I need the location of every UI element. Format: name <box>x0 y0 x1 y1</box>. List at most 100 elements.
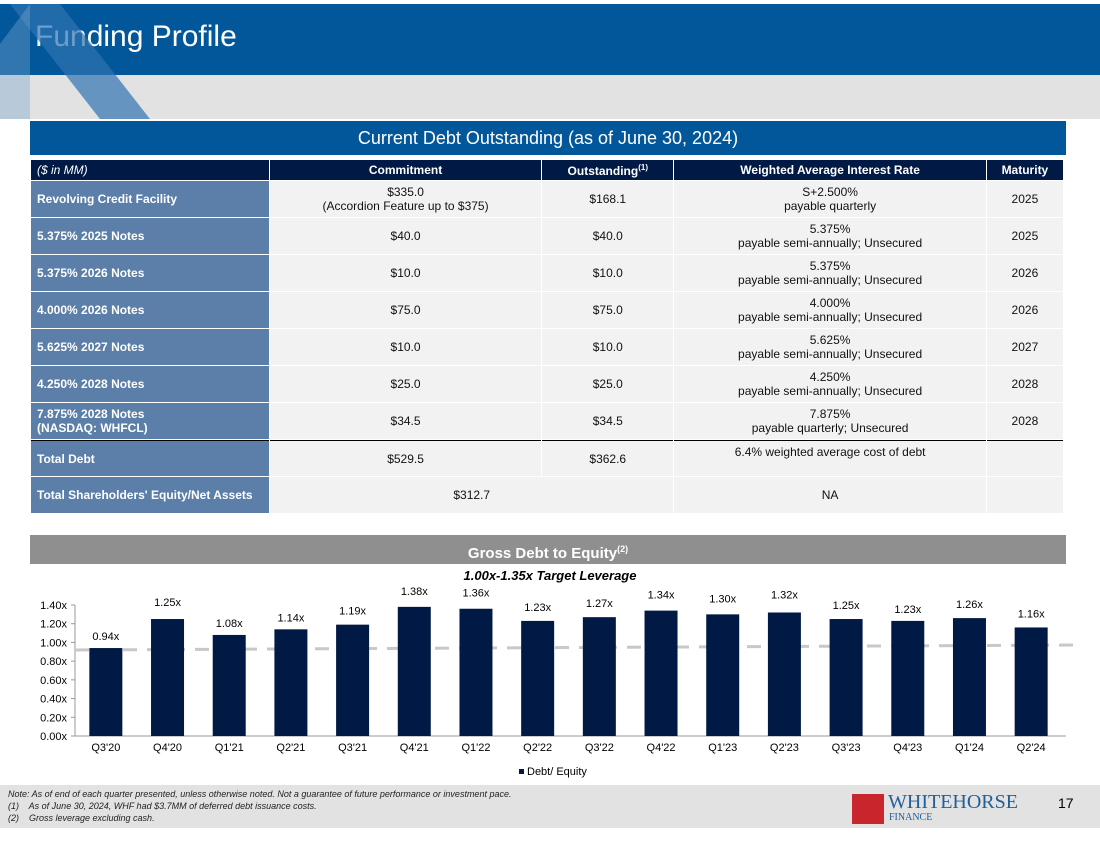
col-units: ($ in MM) <box>31 160 269 180</box>
bar <box>952 618 986 736</box>
data-label: 1.23x <box>894 604 921 616</box>
y-tick-label: 0.00x <box>40 731 67 743</box>
whitehorse-logo: WHITEHORSE FINANCE <box>852 792 1042 824</box>
footer-note: Note: As of end of each quarter presente… <box>8 789 512 799</box>
chart-title-footnote: (2) <box>617 544 629 554</box>
commitment-cell: $335.0 (Accordion Feature up to $375) <box>270 181 542 217</box>
maturity-cell: 2027 <box>986 329 1063 365</box>
data-label: 1.23x <box>524 602 551 614</box>
rate-cell: S+2.500% payable quarterly <box>674 181 986 217</box>
x-tick-label: Q4'20 <box>153 742 182 754</box>
row-label-text: 7.875% 2028 Notes <box>37 407 145 421</box>
legend-label: Debt/ Equity <box>527 766 587 778</box>
y-tick-label: 0.20x <box>40 712 67 724</box>
page-number: 17 <box>1058 795 1074 811</box>
bar <box>706 614 740 736</box>
bar <box>829 619 863 736</box>
footnote-2: (2) Gross leverage excluding cash. <box>8 813 155 823</box>
decorative-chevron <box>0 4 150 119</box>
data-label: 1.25x <box>833 600 860 612</box>
commitment-value: $75.0 <box>390 303 421 317</box>
row-label-text: 4.000% 2026 Notes <box>37 303 145 317</box>
rate-cell: 5.375% payable semi-annually; Unsecured <box>674 255 986 291</box>
x-tick-label: Q3'23 <box>832 742 861 754</box>
commitment-value: $34.5 <box>390 414 421 428</box>
commitment-note: (Accordion Feature up to $375) <box>322 199 489 213</box>
row-label-text: Revolving Credit Facility <box>37 192 178 206</box>
rate-cell: 5.625% payable semi-annually; Unsecured <box>674 329 986 365</box>
col-outstanding: Outstanding(1) <box>542 160 674 180</box>
table-row: 5.375% 2026 Notes $10.0 $10.0 5.375% paya… <box>31 255 1063 291</box>
table-row: 7.875% 2028 Notes (NASDAQ: WHFCL) $34.5 $… <box>31 403 1063 439</box>
commitment-cell: $34.5 <box>270 403 542 439</box>
x-tick-label: Q2'24 <box>1017 742 1046 754</box>
rate-cell: 4.000% payable semi-annually; Unsecured <box>674 292 986 328</box>
data-label: 1.32x <box>771 589 798 601</box>
y-tick-label: 1.20x <box>40 619 67 631</box>
table-title: Current Debt Outstanding (as of June 30,… <box>30 121 1066 155</box>
data-label: 1.38x <box>401 586 428 598</box>
commitment-value: $40.0 <box>390 229 421 243</box>
rate-note: payable semi-annually; Unsecured <box>738 273 923 287</box>
data-label: 1.16x <box>1018 608 1045 620</box>
row-label-note: (NASDAQ: WHFCL) <box>37 421 148 435</box>
total-outstanding: $362.6 <box>542 440 674 476</box>
commitment-cell: $75.0 <box>270 292 542 328</box>
table-row: 4.000% 2026 Notes $75.0 $75.0 4.000% paya… <box>31 292 1063 328</box>
row-label: 7.875% 2028 Notes (NASDAQ: WHFCL) <box>31 403 269 439</box>
rate-cell: 4.250% payable semi-annually; Unsecured <box>674 366 986 402</box>
col-commitment: Commitment <box>270 160 542 180</box>
rate-value: 4.250% <box>809 370 851 384</box>
rate-value: 5.375% <box>809 222 851 236</box>
bar <box>1014 627 1048 736</box>
bar <box>336 624 370 736</box>
total-rate: 6.4% weighted average cost of debt <box>674 440 986 476</box>
x-tick-label: Q2'22 <box>523 742 552 754</box>
data-label: 1.19x <box>339 606 366 618</box>
logo-text: WHITEHORSE <box>888 791 1018 813</box>
commitment-value: $335.0 <box>387 185 424 199</box>
equity-row: Total Shareholders' Equity/Net Assets $3… <box>31 477 1063 513</box>
table-row: 5.375% 2025 Notes $40.0 $40.0 5.375% paya… <box>31 218 1063 254</box>
maturity-cell: 2026 <box>986 292 1063 328</box>
data-label: 1.25x <box>154 597 181 609</box>
row-label-text: 5.375% 2025 Notes <box>37 229 145 243</box>
bar <box>582 617 616 736</box>
rate-value: 5.375% <box>809 259 851 273</box>
maturity-cell: 2028 <box>986 366 1063 402</box>
y-tick-label: 0.40x <box>40 694 67 706</box>
rate-note: payable quarterly; Unsecured <box>751 421 909 435</box>
footnote-1: (1) As of June 30, 2024, WHF had $3.7MM … <box>8 801 317 811</box>
y-tick-label: 0.80x <box>40 656 67 668</box>
rate-note: payable quarterly <box>784 199 877 213</box>
footnote-ref: (1) <box>638 162 648 172</box>
bar <box>151 619 185 736</box>
outstanding-cell: $75.0 <box>542 292 674 328</box>
commitment-cell: $10.0 <box>270 329 542 365</box>
x-tick-label: Q4'23 <box>893 742 922 754</box>
table-row: 4.250% 2028 Notes $25.0 $25.0 4.250% paya… <box>31 366 1063 402</box>
x-tick-label: Q3'21 <box>338 742 367 754</box>
outstanding-cell: $25.0 <box>542 366 674 402</box>
x-tick-label: Q4'21 <box>400 742 429 754</box>
header-bar: Funding Profile <box>0 4 1100 75</box>
maturity-cell: 2028 <box>986 403 1063 439</box>
rate-note: payable semi-annually; Unsecured <box>738 347 923 361</box>
rate-note: payable semi-annually; Unsecured <box>738 236 923 250</box>
commitment-value: $10.0 <box>390 340 421 354</box>
x-tick-label: Q1'22 <box>461 742 490 754</box>
outstanding-cell: $10.0 <box>542 255 674 291</box>
rate-value: 7.875% <box>809 407 851 421</box>
row-label: 4.000% 2026 Notes <box>31 292 269 328</box>
bar <box>459 608 493 736</box>
total-label: Total Debt <box>31 440 269 476</box>
row-label: 5.375% 2026 Notes <box>31 255 269 291</box>
debt-equity-chart: 0.00x 0.20x 0.40x 0.60x 0.80x 1.00x 1.20x 1.40x… <box>40 586 1081 778</box>
data-label: 1.36x <box>463 588 490 600</box>
rate-cell: 5.375% payable semi-annually; Unsecured <box>674 218 986 254</box>
data-label: 1.26x <box>956 599 983 611</box>
commitment-cell: $25.0 <box>270 366 542 402</box>
bar <box>644 610 678 736</box>
col-maturity: Maturity <box>986 160 1063 180</box>
row-label-text: 5.375% 2026 Notes <box>37 266 145 280</box>
